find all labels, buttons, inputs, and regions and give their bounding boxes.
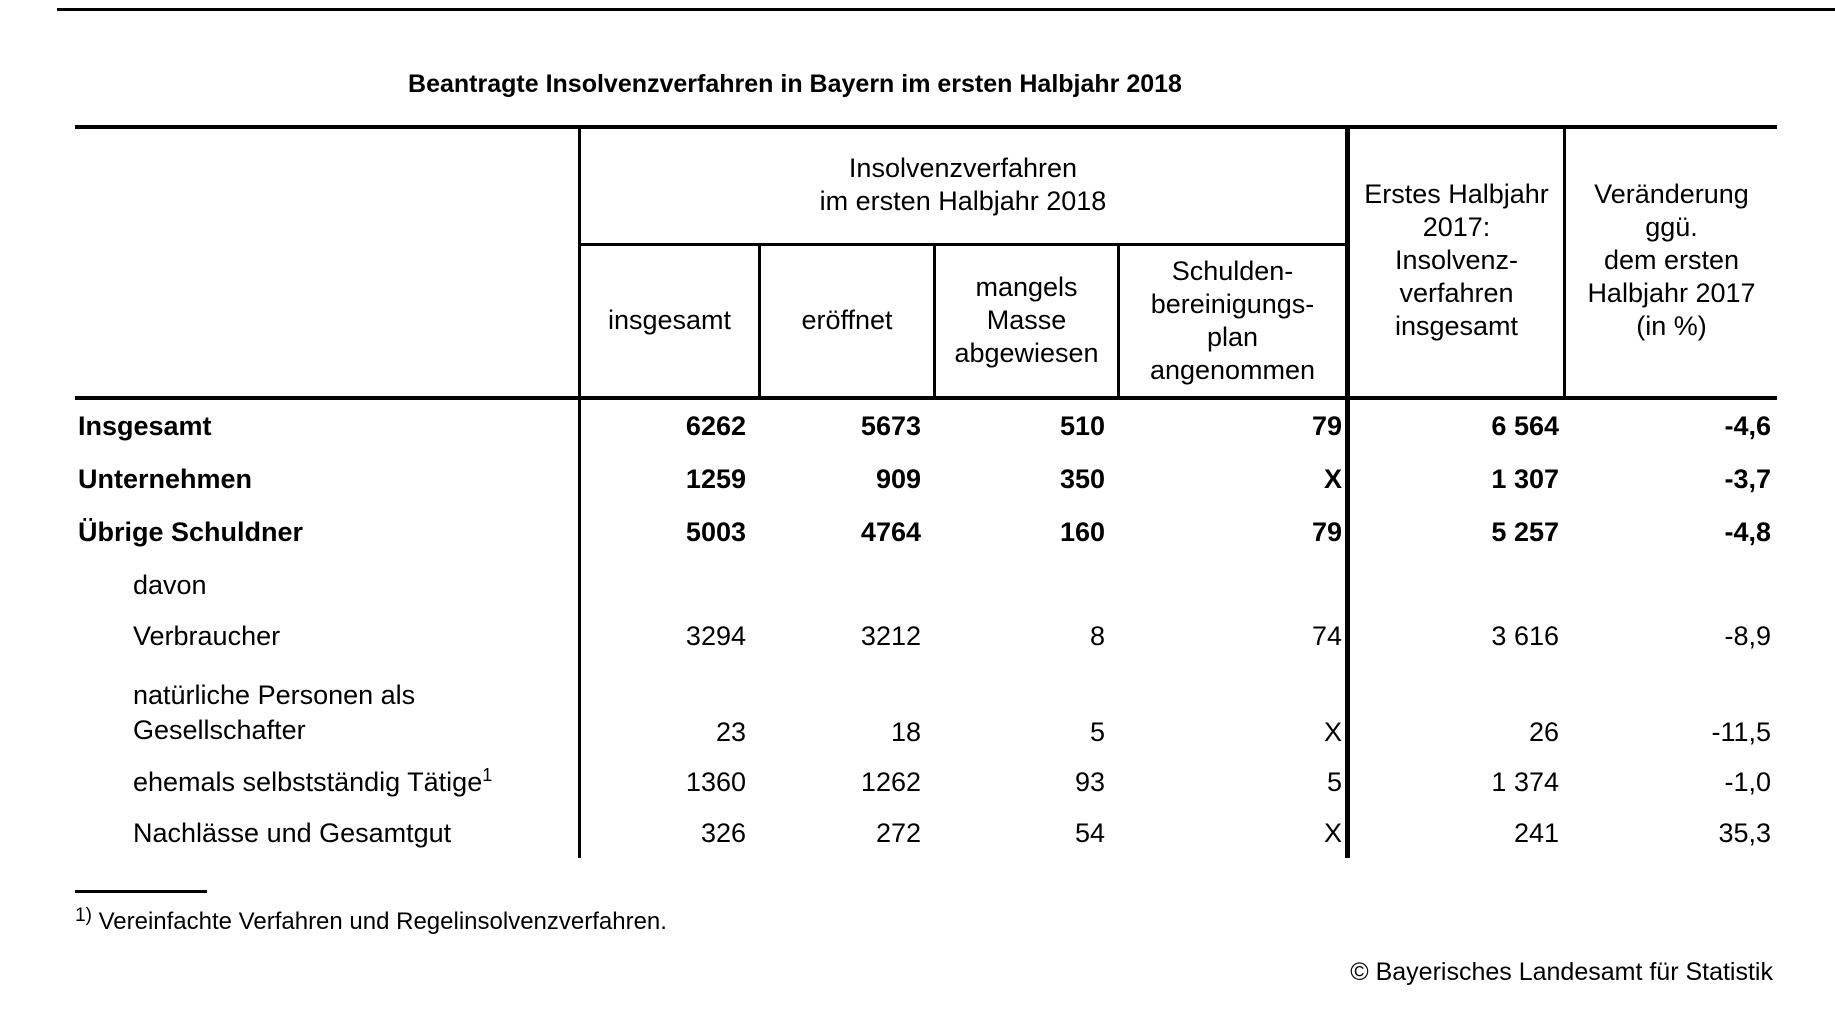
row-value: 5673 (860, 411, 921, 441)
row-value: -1,0 (1724, 766, 1771, 797)
row-value: 6262 (685, 411, 746, 441)
row-label: Verbraucher (133, 620, 281, 651)
footnote-separator (75, 890, 207, 893)
divider-insgesamt-eroeffnet (758, 243, 761, 400)
header-veraenderung: Veränderung ggü. dem ersten Halbjahr 201… (1587, 179, 1756, 341)
table-top-rule (75, 125, 1777, 129)
row-value: 326 (700, 817, 746, 848)
row-value: X (1323, 717, 1342, 747)
row-value: -3,7 (1724, 464, 1771, 494)
row-value: -11,5 (1711, 717, 1771, 747)
footnote-text: Vereinfachte Verfahren und Regelinsolven… (98, 908, 667, 935)
row-value: 8 (1089, 620, 1105, 651)
insolvency-table: Insolvenzverfahren im ersten Halbjahr 20… (75, 125, 1777, 858)
footnote-marker: 1) (75, 905, 92, 926)
page-top-rule (57, 8, 1835, 11)
row-value: 93 (1074, 766, 1105, 797)
row-label: ehemals selbstständig Tätige1 (75, 764, 578, 798)
subheader-schuldenbereinigungsplan: Schulden- bereinigungs- plan angenommen (1149, 255, 1316, 385)
row-value: 350 (1059, 464, 1105, 494)
row-label: Übrige Schuldner (78, 517, 304, 547)
row-value: 35,3 (1718, 817, 1771, 848)
row-value: 909 (875, 464, 921, 494)
table-row: Übrige Schuldner 5003 4764 160 79 5 257 … (75, 506, 1777, 559)
row-label: Nachlässe und Gesamtgut (133, 817, 452, 848)
footnote-reference: 1 (482, 764, 493, 785)
table-row: natürliche Personen als Gesellschafter 2… (75, 661, 1777, 756)
row-value: 3 616 (1491, 620, 1559, 651)
row-value: 241 (1513, 817, 1559, 848)
row-value: 1262 (860, 766, 921, 797)
table-row: Unternehmen 1259 909 350 X 1 307 -3,7 (75, 453, 1777, 506)
row-value: 4764 (860, 517, 921, 547)
row-value: 5 (1089, 717, 1105, 747)
group-header-cell: Insolvenzverfahren im ersten Halbjahr 20… (819, 153, 1107, 216)
header-bottom-rule (75, 396, 1777, 400)
divider-2018-2017-thick (1345, 125, 1350, 858)
table-row: Verbraucher 3294 3212 8 74 3 616 -8,9 (75, 611, 1777, 661)
row-value: 1259 (685, 464, 746, 494)
row-value: 5 257 (1491, 517, 1559, 547)
table-row: Nachlässe und Gesamtgut 326 272 54 X 241… (75, 808, 1777, 858)
divider-eroeffnet-mangels (933, 243, 936, 400)
row-value: 160 (1059, 517, 1105, 547)
header-erstes-halbjahr-2017: Erstes Halbjahr 2017: Insolvenz- verfahr… (1364, 179, 1549, 341)
row-value: 3212 (860, 620, 921, 651)
subheader-mangels-masse: mangels Masse abgewiesen (954, 272, 1099, 368)
row-value: 510 (1059, 411, 1105, 441)
subheader-insgesamt: insgesamt (607, 305, 732, 335)
row-value: 74 (1311, 620, 1342, 651)
page-title: Beantragte Insolvenzverfahren in Bayern … (408, 70, 1182, 98)
row-value: -4,6 (1724, 411, 1771, 441)
row-value: 54 (1074, 817, 1105, 848)
row-value: 23 (715, 717, 746, 747)
table-row: Insgesamt 6262 5673 510 79 6 564 -4,6 (75, 400, 1777, 453)
row-value: 6 564 (1491, 411, 1559, 441)
row-value: 26 (1528, 717, 1559, 747)
row-value: X (1323, 464, 1342, 494)
divider-labels-data (578, 125, 581, 858)
row-value: 79 (1311, 411, 1342, 441)
row-value: X (1323, 817, 1342, 848)
table-row: ehemals selbstständig Tätige1 1360 1262 … (75, 756, 1777, 808)
row-label: davon (133, 569, 207, 600)
row-value: 18 (890, 717, 921, 747)
row-value: 272 (875, 817, 921, 848)
row-label: Insgesamt (78, 411, 212, 441)
row-label: natürliche Personen als Gesellschafter (133, 680, 416, 745)
group-header-divider (578, 243, 1350, 246)
row-value: 79 (1311, 517, 1342, 547)
divider-mangels-schulden (1117, 243, 1120, 400)
row-value: 1 374 (1491, 766, 1559, 797)
row-label-text: ehemals selbstständig Tätige (133, 766, 483, 797)
copyright-notice: © Bayerisches Landesamt für Statistik (1350, 958, 1773, 986)
table-row: davon (75, 559, 1777, 611)
row-value: 5003 (685, 517, 746, 547)
row-value: -8,9 (1724, 620, 1771, 651)
footnote: 1) Vereinfachte Verfahren und Regelinsol… (75, 905, 667, 936)
row-value: -4,8 (1724, 517, 1771, 547)
row-value: 1360 (685, 766, 746, 797)
table-body: Insgesamt 6262 5673 510 79 6 564 -4,6 Un… (75, 400, 1777, 858)
row-value: 5 (1326, 766, 1342, 797)
divider-2017-veraenderung (1563, 125, 1566, 400)
row-value: 3294 (685, 620, 746, 651)
row-label: Unternehmen (78, 464, 253, 494)
subheader-eroeffnet: eröffnet (801, 305, 893, 335)
row-value: 1 307 (1491, 464, 1559, 494)
